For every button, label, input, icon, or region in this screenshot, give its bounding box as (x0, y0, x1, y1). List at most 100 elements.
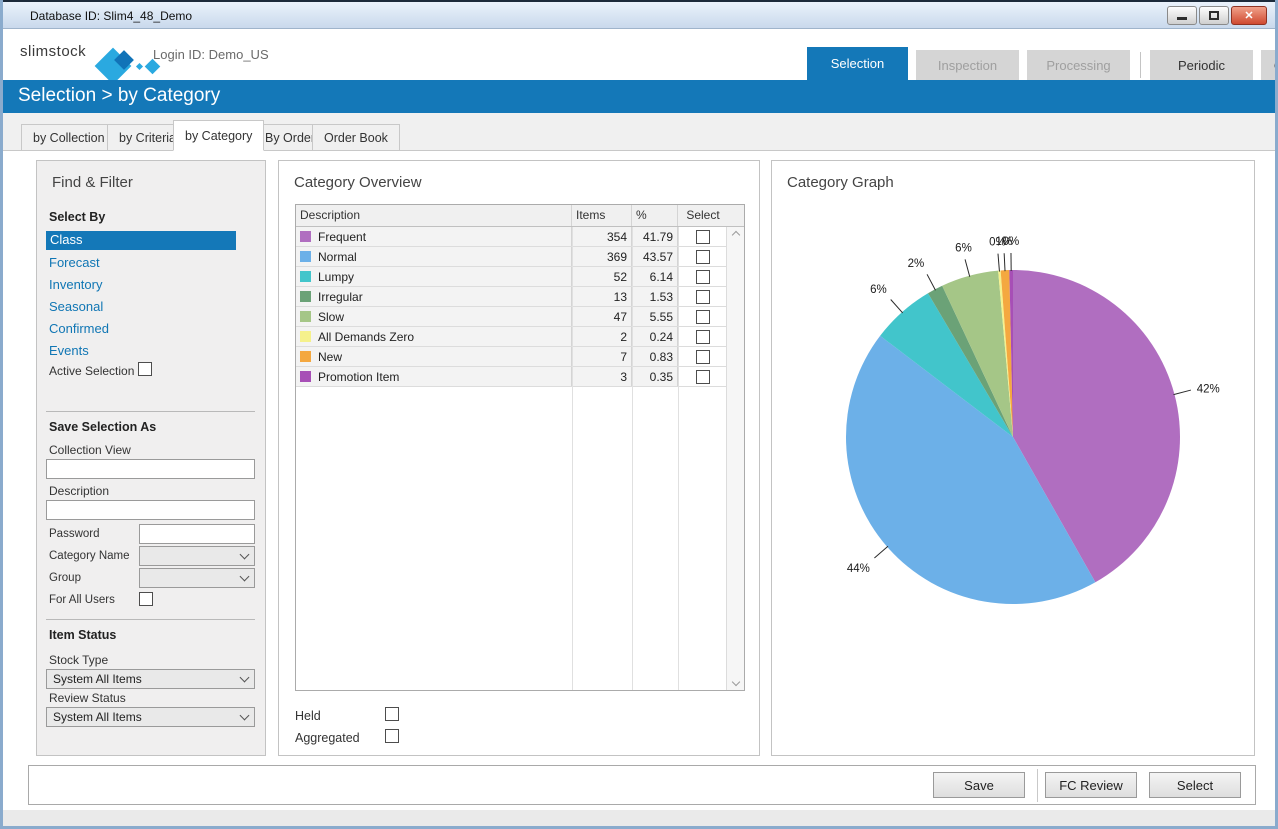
cell-select (678, 227, 728, 246)
cell-description: Frequent (296, 227, 572, 246)
row-select-checkbox[interactable] (696, 290, 710, 304)
col-items[interactable]: Items (572, 205, 632, 226)
cell-description: Promotion Item (296, 367, 572, 386)
find-filter-title: Find & Filter (52, 174, 133, 191)
cell-description: Irregular (296, 287, 572, 306)
tab-divider (1140, 52, 1141, 78)
scroll-up-icon[interactable] (731, 231, 739, 239)
logo-text: slimstock (20, 43, 86, 60)
select-by-item-events[interactable]: Events (49, 343, 89, 358)
pie-label-leader-line (874, 546, 888, 558)
table-row[interactable]: Irregular131.53 (296, 287, 744, 307)
category-color-swatch (300, 371, 311, 382)
main-tab-bar: Selection Inspection Processing Periodic… (675, 31, 1275, 80)
window-bottom-margin (3, 810, 1275, 826)
select-by-item-inventory[interactable]: Inventory (49, 277, 102, 292)
select-by-item-seasonal[interactable]: Seasonal (49, 299, 103, 314)
section-divider (46, 411, 255, 412)
item-status-heading: Item Status (49, 628, 116, 642)
category-name-label: Category Name (49, 550, 130, 562)
minimize-button[interactable] (1167, 6, 1197, 25)
review-status-value: System All Items (53, 710, 142, 724)
save-button[interactable]: Save (933, 772, 1025, 798)
table-row[interactable]: New70.83 (296, 347, 744, 367)
sub-tab-bar: by Collection by Criteria by Category By… (3, 113, 1275, 151)
tab-selection[interactable]: Selection (807, 47, 908, 80)
cell-items: 369 (572, 247, 632, 266)
window-title: Database ID: Slim4_48_Demo (30, 9, 192, 23)
subtab-by-category[interactable]: by Category (173, 120, 264, 151)
row-select-checkbox[interactable] (696, 350, 710, 364)
pie-label: 44% (847, 563, 870, 575)
table-row[interactable]: Lumpy526.14 (296, 267, 744, 287)
review-status-label: Review Status (49, 691, 126, 705)
tab-inspection[interactable]: Inspection (916, 50, 1019, 80)
row-select-checkbox[interactable] (696, 330, 710, 344)
select-by-item-forecast[interactable]: Forecast (49, 255, 100, 270)
category-table-body: Frequent35441.79Normal36943.57Lumpy526.1… (296, 227, 744, 387)
minimize-icon (1177, 17, 1187, 20)
breadcrumb: Selection > by Category (18, 85, 220, 107)
table-row[interactable]: Slow475.55 (296, 307, 744, 327)
chevron-down-icon (240, 550, 250, 560)
review-status-dropdown[interactable]: System All Items (46, 707, 255, 727)
category-name-dropdown[interactable] (139, 546, 255, 566)
col-description[interactable]: Description (296, 205, 572, 226)
category-graph-panel: Category Graph 42%44%6%2%6%0%1%0% (771, 160, 1255, 756)
category-color-swatch (300, 311, 311, 322)
select-by-item-class[interactable]: Class (46, 231, 236, 250)
stock-type-dropdown[interactable]: System All Items (46, 669, 255, 689)
pie-label-leader-line (927, 274, 935, 290)
select-by-item-confirmed[interactable]: Confirmed (49, 321, 109, 336)
active-selection-checkbox[interactable] (138, 362, 152, 376)
cell-description: Normal (296, 247, 572, 266)
table-scrollbar[interactable] (726, 227, 744, 690)
aggregated-label: Aggregated (295, 731, 360, 745)
row-select-checkbox[interactable] (696, 250, 710, 264)
select-button[interactable]: Select (1149, 772, 1241, 798)
group-dropdown[interactable] (139, 568, 255, 588)
cell-items: 3 (572, 367, 632, 386)
fc-review-button[interactable]: FC Review (1045, 772, 1137, 798)
category-pie: 42%44%6%2%6%0%1%0% (772, 161, 1254, 755)
col-select[interactable]: Select (678, 205, 728, 226)
cell-percent: 1.53 (632, 287, 678, 306)
cell-select (678, 307, 728, 326)
subtab-by-collection[interactable]: by Collection (21, 124, 117, 151)
close-button[interactable]: ✕ (1231, 6, 1267, 25)
held-checkbox[interactable] (385, 707, 399, 721)
table-row[interactable]: Normal36943.57 (296, 247, 744, 267)
title-bar[interactable]: Database ID: Slim4_48_Demo ✕ (3, 0, 1275, 29)
collection-view-input[interactable] (46, 459, 255, 479)
scroll-down-icon[interactable] (731, 678, 739, 686)
table-row[interactable]: All Demands Zero20.24 (296, 327, 744, 347)
row-select-checkbox[interactable] (696, 310, 710, 324)
chevron-down-icon (240, 673, 250, 683)
description-input[interactable] (46, 500, 255, 520)
category-overview-panel: Category Overview Description Items % Se… (278, 160, 760, 756)
stock-type-value: System All Items (53, 672, 142, 686)
save-selection-heading: Save Selection As (49, 420, 156, 434)
maximize-button[interactable] (1199, 6, 1229, 25)
category-color-swatch (300, 271, 311, 282)
col-percent[interactable]: % (632, 205, 678, 226)
tab-configuration[interactable]: Configuration (1261, 50, 1278, 80)
subtab-order-book[interactable]: Order Book (312, 124, 400, 151)
cell-items: 13 (572, 287, 632, 306)
row-select-checkbox[interactable] (696, 370, 710, 384)
for-all-users-checkbox[interactable] (139, 592, 153, 606)
for-all-users-label: For All Users (49, 594, 115, 606)
tab-processing[interactable]: Processing (1027, 50, 1130, 80)
aggregated-checkbox[interactable] (385, 729, 399, 743)
breadcrumb-bar: Selection > by Category (3, 80, 1275, 113)
pie-label: 6% (870, 284, 887, 296)
cell-select (678, 287, 728, 306)
row-select-checkbox[interactable] (696, 230, 710, 244)
table-row[interactable]: Promotion Item30.35 (296, 367, 744, 387)
password-input[interactable] (139, 524, 255, 544)
row-select-checkbox[interactable] (696, 270, 710, 284)
category-color-swatch (300, 251, 311, 262)
footer-divider (1037, 769, 1038, 802)
tab-periodic[interactable]: Periodic (1150, 50, 1253, 80)
table-row[interactable]: Frequent35441.79 (296, 227, 744, 247)
